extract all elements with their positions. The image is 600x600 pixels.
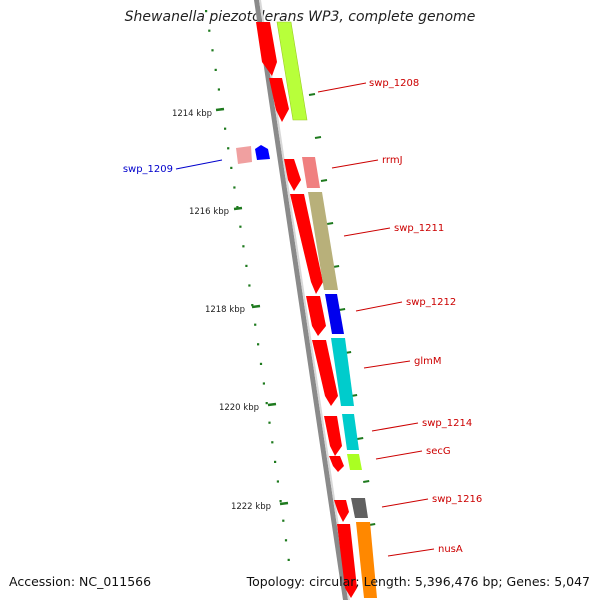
scale-dot <box>254 323 257 326</box>
gene-label-swp-1208: swp_1208 <box>369 78 419 89</box>
scale-tick-1216 <box>233 206 243 211</box>
outer-tick <box>357 437 364 440</box>
scale-dot <box>268 421 271 424</box>
gene-arrow-1214 <box>324 416 342 456</box>
gene-block-1209 <box>236 146 252 164</box>
leader-swp-1208 <box>317 82 367 93</box>
scale-dot <box>274 460 277 463</box>
scale-dot <box>276 480 279 483</box>
gene-arrow-1208a <box>256 22 277 76</box>
gene-arrow-1208b <box>269 78 289 122</box>
scale-tick-1214 <box>215 107 225 112</box>
topology-text: Topology: circular; Length: 5,396,476 bp… <box>246 574 590 589</box>
scale-dot <box>230 166 233 169</box>
gene-arrow-rrmJ <box>284 159 301 191</box>
strand-colored <box>276 21 377 598</box>
scale-tick-1220 <box>267 402 277 407</box>
scale-label-1214: 1214 kbp <box>172 109 212 119</box>
scale-label-1220: 1220 kbp <box>219 403 259 413</box>
leader-swp-1211 <box>343 227 391 237</box>
outer-tick <box>363 480 370 483</box>
scale-dot <box>242 245 245 248</box>
scale-dot <box>214 68 217 71</box>
leader-nusA <box>387 548 435 557</box>
gene-label-secG: secG <box>426 446 451 457</box>
scale-dot <box>271 441 274 444</box>
gene-block-1216 <box>351 498 368 518</box>
outer-tick <box>314 136 322 139</box>
scale-dot <box>205 10 208 13</box>
strand-forward <box>256 22 357 598</box>
scale-tick-1222 <box>279 501 289 506</box>
scale-dot <box>208 29 211 32</box>
scale-dot <box>259 362 263 365</box>
gene-label-swp-1211: swp_1211 <box>394 223 444 234</box>
leader-glmM <box>363 360 411 369</box>
scale-dot <box>227 147 230 150</box>
scale-dot <box>279 500 282 503</box>
scale-dot <box>248 284 251 287</box>
gene-arrow-1209 <box>255 145 270 160</box>
gene-block-1211 <box>308 192 338 290</box>
gene-arrow-nusA <box>337 524 357 598</box>
gene-label-glmM: glmM <box>414 356 442 367</box>
scale-dot <box>233 186 236 189</box>
leader-swp-1209 <box>175 159 223 170</box>
scale-label-1218: 1218 kbp <box>205 305 245 315</box>
scale-dots <box>205 10 290 561</box>
scale-dot <box>257 343 260 346</box>
gene-block-nusA <box>356 522 377 598</box>
leader-rrmJ <box>331 159 379 169</box>
scale-dot <box>251 304 254 307</box>
genome-backbone <box>254 0 348 600</box>
accession-text: Accession: NC_011566 <box>9 574 152 589</box>
gene-arrow-1216 <box>334 500 349 522</box>
outer-tick <box>308 93 316 96</box>
scale-tick-1218 <box>251 304 261 309</box>
gene-arrow-1211 <box>290 194 323 294</box>
map-title: Shewanella piezotolerans WP3, complete g… <box>124 9 476 25</box>
outer-tick <box>320 179 328 182</box>
gene-label-swp-1212: swp_1212 <box>406 297 456 308</box>
gene-arrow-secG <box>329 456 344 472</box>
gene-block-1212 <box>325 294 344 334</box>
scale-dot <box>217 88 220 91</box>
gene-label-swp-1216: swp_1216 <box>432 494 482 505</box>
scale-dot <box>265 402 268 405</box>
scale-label-1222: 1222 kbp <box>231 502 271 512</box>
outer-tick <box>338 308 346 311</box>
gene-label-swp-1209: swp_1209 <box>123 164 173 175</box>
leader-swp-1214 <box>371 422 419 432</box>
leader-secG <box>375 450 423 460</box>
leader-swp-1212 <box>355 301 403 312</box>
gene-arrow-1212 <box>306 296 326 336</box>
scale-dot <box>284 539 288 542</box>
gene-label-rrmJ: rrmJ <box>382 155 403 166</box>
gene-block-glmM <box>331 338 354 406</box>
gene-block-rrmJ <box>302 157 320 188</box>
outer-tick <box>326 222 334 225</box>
gene-block-1208 <box>276 21 308 121</box>
gene-label-swp-1214: swp_1214 <box>422 418 472 429</box>
gene-block-secG <box>347 454 362 470</box>
gene-arrow-glmM <box>312 340 338 406</box>
scale-ticks <box>215 107 289 506</box>
gene-block-1214 <box>342 414 359 450</box>
leader-swp-1216 <box>381 498 429 508</box>
scale-dot <box>262 382 265 385</box>
scale-dot <box>245 264 248 267</box>
scale-dot <box>239 225 242 228</box>
scale-dot <box>282 519 285 522</box>
scale-dot <box>224 127 227 130</box>
scale-dot <box>287 558 290 561</box>
scale-label-1216: 1216 kbp <box>189 207 229 217</box>
swp-1209-genes <box>236 145 270 164</box>
gene-label-nusA: nusA <box>438 544 463 555</box>
scale-dot <box>211 49 214 52</box>
scale-dot <box>236 206 239 209</box>
